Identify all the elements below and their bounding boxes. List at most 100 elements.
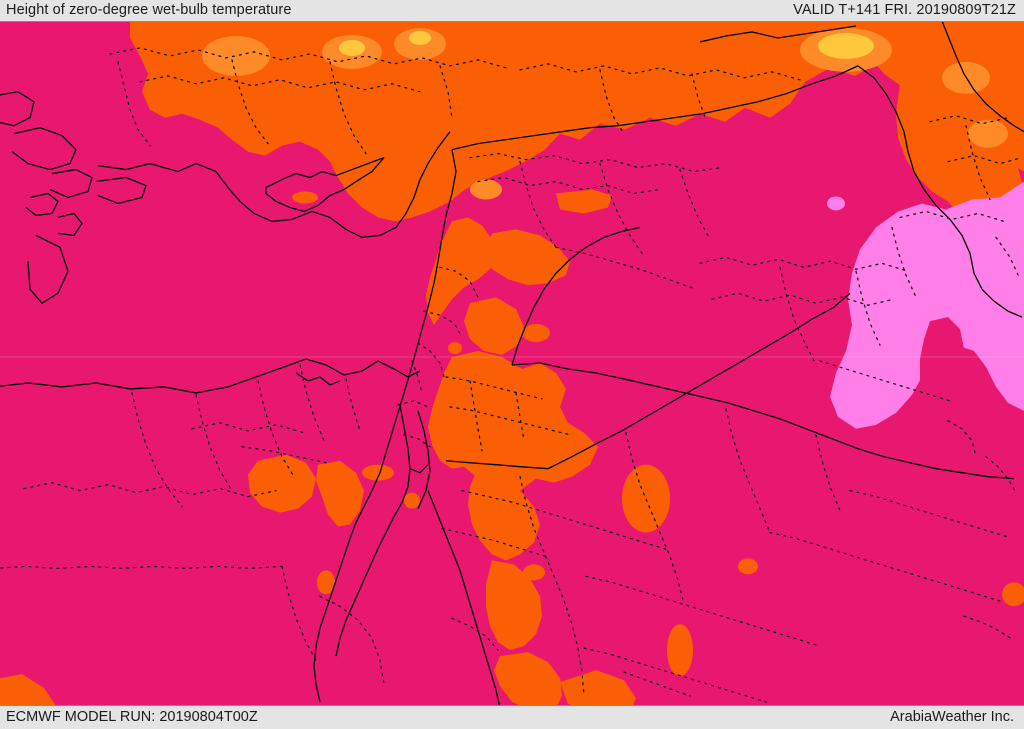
- admin-israel-b: [417, 342, 445, 378]
- admin-egypt-k: [319, 595, 385, 685]
- violet-region-iraq: [830, 181, 1024, 429]
- coastline-greece-b: [11, 127, 77, 171]
- admin-lebanon-a: [439, 266, 479, 298]
- admin-iraq-f: [819, 360, 951, 402]
- admin-syria-b: [477, 176, 661, 195]
- admin-syria-d: [599, 162, 643, 254]
- coastline-caspian: [941, 22, 1024, 133]
- attribution-label: ArabiaWeather Inc.: [890, 709, 1014, 725]
- orange-region-jordan: [464, 297, 524, 356]
- border-turkey-syria: [451, 65, 859, 151]
- orange-region-asir: [494, 652, 562, 705]
- admin-sinai-b: [403, 434, 431, 448]
- orange-region-lebanon: [426, 217, 496, 326]
- violet-reentrant-zagros: [920, 317, 964, 405]
- admin-syria-c: [519, 160, 557, 248]
- coastline-cyprus: [265, 156, 385, 213]
- coastline-island-a: [25, 192, 59, 217]
- coastline-gulf-suez: [335, 404, 411, 657]
- admin-egypt-h: [191, 422, 305, 434]
- orange-region-nw-saudi: [428, 351, 598, 495]
- admin-saudi-g: [585, 575, 821, 647]
- coastlines-group: [0, 22, 1024, 705]
- admin-egypt-a: [131, 392, 183, 508]
- page-title: Height of zero-degree wet-bulb temperatu…: [6, 2, 292, 18]
- admin-borders-group: [0, 47, 1023, 703]
- admin-iran-d: [995, 236, 1021, 280]
- admin-egypt-i: [241, 446, 327, 464]
- admin-syria-e: [679, 168, 711, 240]
- admin-jordan-d: [515, 392, 525, 442]
- orange-speck-najd-b: [738, 558, 758, 575]
- admin-israel-a: [423, 310, 463, 338]
- admin-saudi-i: [769, 531, 1005, 603]
- orange-speck-redsea-b: [404, 492, 420, 509]
- violet-speck-a: [827, 196, 845, 211]
- yellow-core-caucasus: [818, 32, 874, 59]
- border-saudi-jordan: [445, 292, 851, 470]
- admin-iraq-e: [891, 226, 917, 298]
- admin-iraq-a: [699, 256, 909, 272]
- admin-jordan-a: [445, 376, 543, 400]
- coastline-black-sea: [699, 25, 857, 43]
- admin-turkey-g: [519, 63, 801, 81]
- orange-speck-najd-a: [622, 464, 670, 533]
- header-bar: Height of zero-degree wet-bulb temperatu…: [0, 0, 1024, 21]
- admin-saudi-c: [519, 476, 585, 697]
- admin-turkey-f: [439, 65, 453, 119]
- orange-speck-cyprus: [292, 191, 318, 204]
- orange-region-sinai: [316, 460, 364, 527]
- coastline-crete-a: [49, 168, 93, 199]
- orange-region-anatolia: [130, 22, 1024, 222]
- orange-speck-jordan-b: [448, 342, 462, 355]
- border-jordan-iraq: [511, 226, 641, 366]
- admin-turkey-e: [329, 61, 367, 155]
- valid-time-label: VALID T+141 FRI. 20190809T21Z: [793, 2, 1016, 18]
- coastline-egypt-mediterranean: [0, 358, 421, 394]
- admin-saudi-e: [725, 408, 771, 534]
- admin-syria-a: [469, 152, 723, 173]
- orange-region-syria: [484, 229, 570, 286]
- light-orange-core-levant: [470, 179, 502, 200]
- map-canvas[interactable]: [0, 21, 1024, 706]
- coastline-levant-redsea-west: [313, 149, 457, 703]
- band-yellow-group: [339, 30, 874, 59]
- orange-speck-jordan-a: [522, 324, 550, 343]
- admin-egypt-g: [0, 565, 283, 570]
- orange-region-east-egypt: [248, 454, 316, 513]
- admin-arabia-misc-b: [623, 671, 691, 697]
- admin-iraq-c: [779, 266, 815, 362]
- orange-region-syrian-streak: [556, 189, 612, 214]
- coastline-turkey-south: [97, 131, 451, 239]
- admin-syria-f: [555, 246, 697, 290]
- orange-region-redsea-corridor: [560, 670, 636, 705]
- admin-sinai-a: [397, 400, 429, 408]
- orange-region-hejaz: [468, 472, 540, 561]
- admin-arabia-misc-a: [451, 617, 499, 651]
- admin-palestine: [411, 360, 423, 394]
- admin-saudi-a: [461, 490, 671, 552]
- admin-gulf-a: [985, 456, 1017, 494]
- band-violet-pink-group: [827, 181, 1024, 429]
- orange-region-bottom-left: [0, 674, 56, 705]
- admin-egypt-f: [23, 482, 277, 498]
- admin-saudi-d: [625, 432, 685, 605]
- model-run-label: ECMWF MODEL RUN: 20190804T00Z: [6, 709, 258, 725]
- light-orange-core-iran: [968, 119, 1008, 148]
- border-iraq-iran: [857, 65, 1023, 318]
- admin-kuwait: [947, 420, 977, 458]
- coastline-gulf-aqaba: [417, 410, 431, 509]
- orange-speck-gulf-edge: [1002, 582, 1024, 607]
- admin-turkey-a: [109, 47, 507, 69]
- contour-map: [0, 22, 1024, 705]
- orange-speck-najd-d: [667, 624, 693, 677]
- yellow-core-anatolia-b: [409, 30, 431, 45]
- coastline-crete-b: [95, 176, 147, 205]
- admin-gulf-b: [963, 615, 1015, 641]
- admin-turkey-i: [691, 73, 707, 121]
- border-saudi-iraq: [511, 362, 1015, 480]
- admin-saudi-j: [849, 490, 1007, 538]
- admin-iran-b: [947, 154, 1023, 165]
- coastline-island-b: [57, 212, 83, 237]
